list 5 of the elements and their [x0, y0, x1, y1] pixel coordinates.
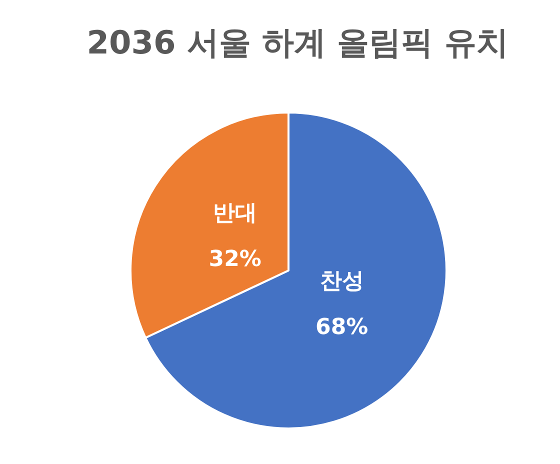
data-label: 68% — [316, 314, 368, 340]
slice-label: 찬성 — [320, 268, 364, 294]
slice-label: 반대 — [213, 201, 258, 226]
data-label: 32% — [208, 247, 262, 272]
chart-title: 2036 서울 하계 올림픽 유치 — [86, 24, 508, 62]
